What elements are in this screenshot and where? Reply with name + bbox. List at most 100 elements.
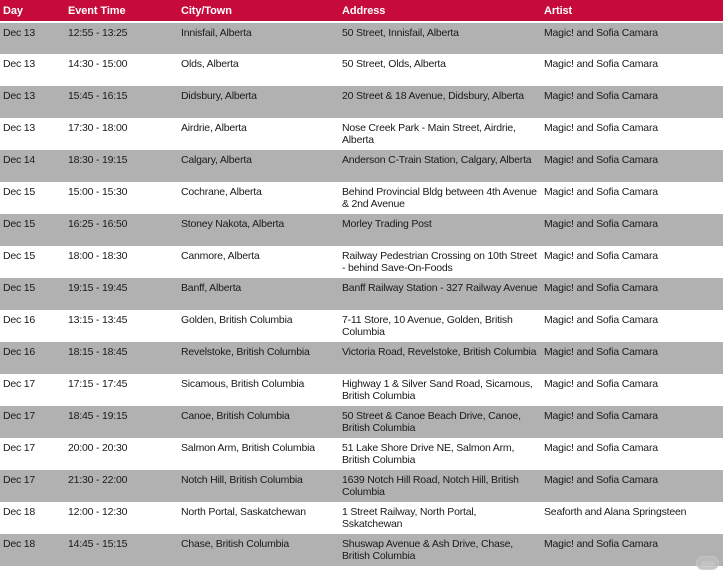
cell-artist: Magic! and Sofia Camara xyxy=(541,534,723,566)
cell-day: Dec 16 xyxy=(0,310,65,342)
cell-address: Victoria Road, Revelstoke, British Colum… xyxy=(339,342,541,374)
cell-address: Shuswap Avenue & Ash Drive, Chase, Briti… xyxy=(339,534,541,566)
cell-artist: Magic! and Sofia Camara xyxy=(541,246,723,278)
cell-artist: Magic! and Sofia Camara xyxy=(541,150,723,182)
cell-day: Dec 13 xyxy=(0,118,65,150)
cell-city: Salmon Arm, British Columbia xyxy=(178,438,339,470)
cell-time: 17:15 - 17:45 xyxy=(65,374,178,406)
cell-address: 50 Street, Innisfail, Alberta xyxy=(339,22,541,54)
cell-time: 15:00 - 15:30 xyxy=(65,182,178,214)
cell-address: 1639 Notch Hill Road, Notch Hill, Britis… xyxy=(339,470,541,502)
cell-city: Olds, Alberta xyxy=(178,54,339,86)
cell-address: 7-11 Store, 10 Avenue, Golden, British C… xyxy=(339,310,541,342)
table-row: Dec 14 18:30 - 19:15 Calgary, Alberta Ander… xyxy=(0,150,723,182)
cell-city: Canmore, Alberta xyxy=(178,246,339,278)
cell-day: Dec 15 xyxy=(0,246,65,278)
table-row: Dec 15 19:15 - 19:45 Banff, Alberta Banff R… xyxy=(0,278,723,310)
cell-address: 51 Lake Shore Drive NE, Salmon Arm, Brit… xyxy=(339,438,541,470)
cell-city: Revelstoke, British Columbia xyxy=(178,342,339,374)
cell-time: 17:30 - 18:00 xyxy=(65,118,178,150)
cell-city: Calgary, Alberta xyxy=(178,150,339,182)
cell-address: Banff Railway Station - 327 Railway Aven… xyxy=(339,278,541,310)
table-row: Dec 17 21:30 - 22:00 Notch Hill, British C… xyxy=(0,470,723,502)
cell-address: Anderson C-Train Station, Calgary, Alber… xyxy=(339,150,541,182)
table-row: Dec 13 12:55 - 13:25 Innisfail, Alberta 50 … xyxy=(0,22,723,54)
cell-time: 16:25 - 16:50 xyxy=(65,214,178,246)
cell-city: North Portal, Saskatchewan xyxy=(178,502,339,534)
cell-address: 1 Street Railway, North Portal, Sskatche… xyxy=(339,502,541,534)
cell-day: Dec 18 xyxy=(0,534,65,566)
cell-address: Railway Pedestrian Crossing on 10th Stre… xyxy=(339,246,541,278)
table-header-row: Day Event Time City/Town Address Artist xyxy=(0,0,723,23)
table-row: Dec 17 18:45 - 19:15 Canoe, British Columb… xyxy=(0,406,723,438)
cell-address: Behind Provincial Bldg between 4th Avenu… xyxy=(339,182,541,214)
event-schedule-table: Day Event Time City/Town Address Artist … xyxy=(0,0,723,566)
cell-address: Highway 1 & Silver Sand Road, Sicamous, … xyxy=(339,374,541,406)
table-row: Dec 15 16:25 - 16:50 Stoney Nakota, Albert… xyxy=(0,214,723,246)
cell-time: 18:30 - 19:15 xyxy=(65,150,178,182)
cell-city: Cochrane, Alberta xyxy=(178,182,339,214)
cell-address: 50 Street, Olds, Alberta xyxy=(339,54,541,86)
table-row: Dec 13 14:30 - 15:00 Olds, Alberta 50 Stree… xyxy=(0,54,723,86)
cell-city: Stoney Nakota, Alberta xyxy=(178,214,339,246)
cell-time: 21:30 - 22:00 xyxy=(65,470,178,502)
column-header-artist: Artist xyxy=(541,0,723,23)
cell-time: 12:55 - 13:25 xyxy=(65,22,178,54)
cell-city: Golden, British Columbia xyxy=(178,310,339,342)
cell-artist: Magic! and Sofia Camara xyxy=(541,438,723,470)
cell-day: Dec 16 xyxy=(0,342,65,374)
cell-city: Airdrie, Alberta xyxy=(178,118,339,150)
cell-time: 20:00 - 20:30 xyxy=(65,438,178,470)
cell-artist: Magic! and Sofia Camara xyxy=(541,182,723,214)
cell-time: 14:30 - 15:00 xyxy=(65,54,178,86)
cell-artist: Magic! and Sofia Camara xyxy=(541,406,723,438)
cell-day: Dec 15 xyxy=(0,278,65,310)
table-row: Dec 17 17:15 - 17:45 Sicamous, British Col… xyxy=(0,374,723,406)
cell-day: Dec 14 xyxy=(0,150,65,182)
column-header-address: Address xyxy=(339,0,541,23)
cell-day: Dec 17 xyxy=(0,470,65,502)
cell-city: Notch Hill, British Columbia xyxy=(178,470,339,502)
cell-day: Dec 13 xyxy=(0,22,65,54)
table-row: Dec 18 12:00 - 12:30 North Portal, Saskatc… xyxy=(0,502,723,534)
cell-day: Dec 17 xyxy=(0,374,65,406)
cell-address: 50 Street & Canoe Beach Drive, Canoe, Br… xyxy=(339,406,541,438)
cell-artist: Magic! and Sofia Camara xyxy=(541,54,723,86)
table-row: Dec 16 18:15 - 18:45 Revelstoke, British C… xyxy=(0,342,723,374)
cell-city: Banff, Alberta xyxy=(178,278,339,310)
cell-artist: Magic! and Sofia Camara xyxy=(541,374,723,406)
cell-time: 18:15 - 18:45 xyxy=(65,342,178,374)
column-header-day: Day xyxy=(0,0,65,23)
cell-city: Sicamous, British Columbia xyxy=(178,374,339,406)
cell-artist: Magic! and Sofia Camara xyxy=(541,278,723,310)
table-row: Dec 13 17:30 - 18:00 Airdrie, Alberta Nose … xyxy=(0,118,723,150)
cell-artist: Magic! and Sofia Camara xyxy=(541,470,723,502)
cell-day: Dec 17 xyxy=(0,406,65,438)
column-header-time: Event Time xyxy=(65,0,178,23)
cell-city: Chase, British Columbia xyxy=(178,534,339,566)
cell-address: Nose Creek Park - Main Street, Airdrie, … xyxy=(339,118,541,150)
table-row: Dec 18 14:45 - 15:15 Chase, British Columb… xyxy=(0,534,723,566)
cell-time: 19:15 - 19:45 xyxy=(65,278,178,310)
cell-city: Canoe, British Columbia xyxy=(178,406,339,438)
cell-day: Dec 17 xyxy=(0,438,65,470)
cell-address: 20 Street & 18 Avenue, Didsbury, Alberta xyxy=(339,86,541,118)
cell-city: Didsbury, Alberta xyxy=(178,86,339,118)
cell-artist: Seaforth and Alana Springsteen xyxy=(541,502,723,534)
cell-day: Dec 13 xyxy=(0,54,65,86)
cell-artist: Magic! and Sofia Camara xyxy=(541,310,723,342)
cell-day: Dec 13 xyxy=(0,86,65,118)
cell-artist: Magic! and Sofia Camara xyxy=(541,22,723,54)
cell-artist: Magic! and Sofia Camara xyxy=(541,86,723,118)
cell-time: 13:15 - 13:45 xyxy=(65,310,178,342)
watermark-badge xyxy=(696,556,719,570)
table-row: Dec 16 13:15 - 13:45 Golden, British Colum… xyxy=(0,310,723,342)
cell-day: Dec 15 xyxy=(0,214,65,246)
cell-city: Innisfail, Alberta xyxy=(178,22,339,54)
column-header-city: City/Town xyxy=(178,0,339,23)
cell-address: Morley Trading Post xyxy=(339,214,541,246)
cell-time: 18:00 - 18:30 xyxy=(65,246,178,278)
cell-artist: Magic! and Sofia Camara xyxy=(541,118,723,150)
cell-time: 12:00 - 12:30 xyxy=(65,502,178,534)
cell-time: 15:45 - 16:15 xyxy=(65,86,178,118)
